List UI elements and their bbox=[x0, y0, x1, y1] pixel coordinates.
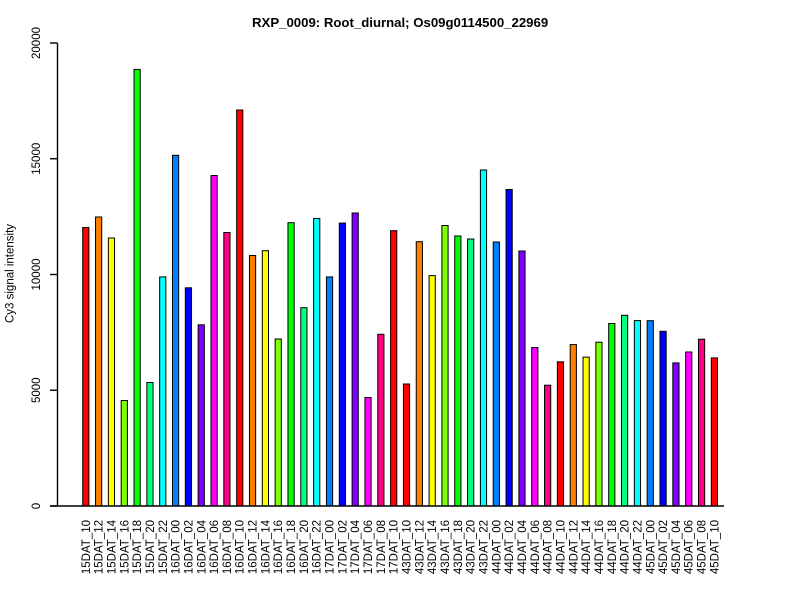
svg-text:43DAT_10: 43DAT_10 bbox=[402, 520, 414, 574]
svg-text:15DAT_16: 15DAT_16 bbox=[119, 520, 131, 574]
svg-text:15DAT_12: 15DAT_12 bbox=[94, 520, 106, 574]
svg-text:17DAT_10: 17DAT_10 bbox=[389, 520, 401, 574]
svg-text:RXP_0009: Root_diurnal; Os09g0: RXP_0009: Root_diurnal; Os09g0114500_229… bbox=[252, 15, 548, 30]
svg-text:45DAT_00: 45DAT_00 bbox=[645, 520, 657, 574]
svg-text:15DAT_22: 15DAT_22 bbox=[158, 520, 170, 574]
svg-text:16DAT_02: 16DAT_02 bbox=[183, 520, 195, 574]
svg-text:Cy3 signal intensity: Cy3 signal intensity bbox=[5, 224, 17, 323]
svg-text:43DAT_12: 43DAT_12 bbox=[414, 520, 426, 574]
svg-text:17DAT_08: 17DAT_08 bbox=[376, 520, 388, 574]
svg-text:15000: 15000 bbox=[31, 143, 43, 175]
svg-text:16DAT_12: 16DAT_12 bbox=[248, 520, 260, 574]
svg-text:43DAT_20: 43DAT_20 bbox=[466, 520, 478, 574]
svg-text:16DAT_22: 16DAT_22 bbox=[312, 520, 324, 574]
svg-text:15DAT_14: 15DAT_14 bbox=[106, 519, 118, 574]
svg-text:45DAT_06: 45DAT_06 bbox=[684, 520, 696, 574]
svg-text:16DAT_06: 16DAT_06 bbox=[209, 520, 221, 574]
svg-text:43DAT_22: 43DAT_22 bbox=[478, 520, 490, 574]
svg-text:44DAT_14: 44DAT_14 bbox=[581, 519, 593, 574]
svg-text:16DAT_18: 16DAT_18 bbox=[286, 520, 298, 574]
svg-text:43DAT_14: 43DAT_14 bbox=[427, 519, 439, 574]
svg-text:20000: 20000 bbox=[31, 27, 43, 59]
svg-text:16DAT_08: 16DAT_08 bbox=[222, 520, 234, 574]
svg-text:44DAT_22: 44DAT_22 bbox=[632, 520, 644, 574]
svg-text:16DAT_04: 16DAT_04 bbox=[196, 519, 208, 574]
svg-text:43DAT_16: 43DAT_16 bbox=[440, 520, 452, 574]
svg-text:44DAT_16: 44DAT_16 bbox=[594, 520, 606, 574]
svg-text:10000: 10000 bbox=[31, 259, 43, 291]
svg-text:43DAT_18: 43DAT_18 bbox=[453, 520, 465, 574]
svg-text:44DAT_20: 44DAT_20 bbox=[620, 520, 632, 574]
svg-text:16DAT_10: 16DAT_10 bbox=[235, 520, 247, 574]
svg-text:15DAT_10: 15DAT_10 bbox=[81, 520, 93, 574]
svg-text:44DAT_00: 44DAT_00 bbox=[491, 520, 503, 574]
svg-text:44DAT_08: 44DAT_08 bbox=[543, 520, 555, 574]
svg-text:17DAT_00: 17DAT_00 bbox=[325, 520, 337, 574]
svg-text:44DAT_06: 44DAT_06 bbox=[530, 520, 542, 574]
svg-text:44DAT_18: 44DAT_18 bbox=[607, 520, 619, 574]
svg-text:16DAT_16: 16DAT_16 bbox=[273, 520, 285, 574]
svg-text:16DAT_00: 16DAT_00 bbox=[171, 520, 183, 574]
svg-text:44DAT_10: 44DAT_10 bbox=[555, 520, 567, 574]
svg-text:45DAT_04: 45DAT_04 bbox=[671, 519, 683, 574]
svg-text:15DAT_18: 15DAT_18 bbox=[132, 520, 144, 574]
svg-text:0: 0 bbox=[31, 503, 43, 509]
svg-text:17DAT_04: 17DAT_04 bbox=[350, 519, 362, 574]
svg-text:45DAT_02: 45DAT_02 bbox=[658, 520, 670, 574]
svg-text:5000: 5000 bbox=[31, 377, 43, 403]
svg-text:17DAT_06: 17DAT_06 bbox=[363, 520, 375, 574]
svg-text:16DAT_20: 16DAT_20 bbox=[299, 520, 311, 574]
svg-text:44DAT_12: 44DAT_12 bbox=[568, 520, 580, 574]
svg-text:45DAT_10: 45DAT_10 bbox=[709, 520, 721, 574]
svg-text:44DAT_04: 44DAT_04 bbox=[517, 519, 529, 574]
svg-text:15DAT_20: 15DAT_20 bbox=[145, 520, 157, 574]
svg-text:16DAT_14: 16DAT_14 bbox=[260, 519, 272, 574]
svg-text:17DAT_02: 17DAT_02 bbox=[337, 520, 349, 574]
svg-text:45DAT_08: 45DAT_08 bbox=[697, 520, 709, 574]
svg-text:44DAT_02: 44DAT_02 bbox=[504, 520, 516, 574]
